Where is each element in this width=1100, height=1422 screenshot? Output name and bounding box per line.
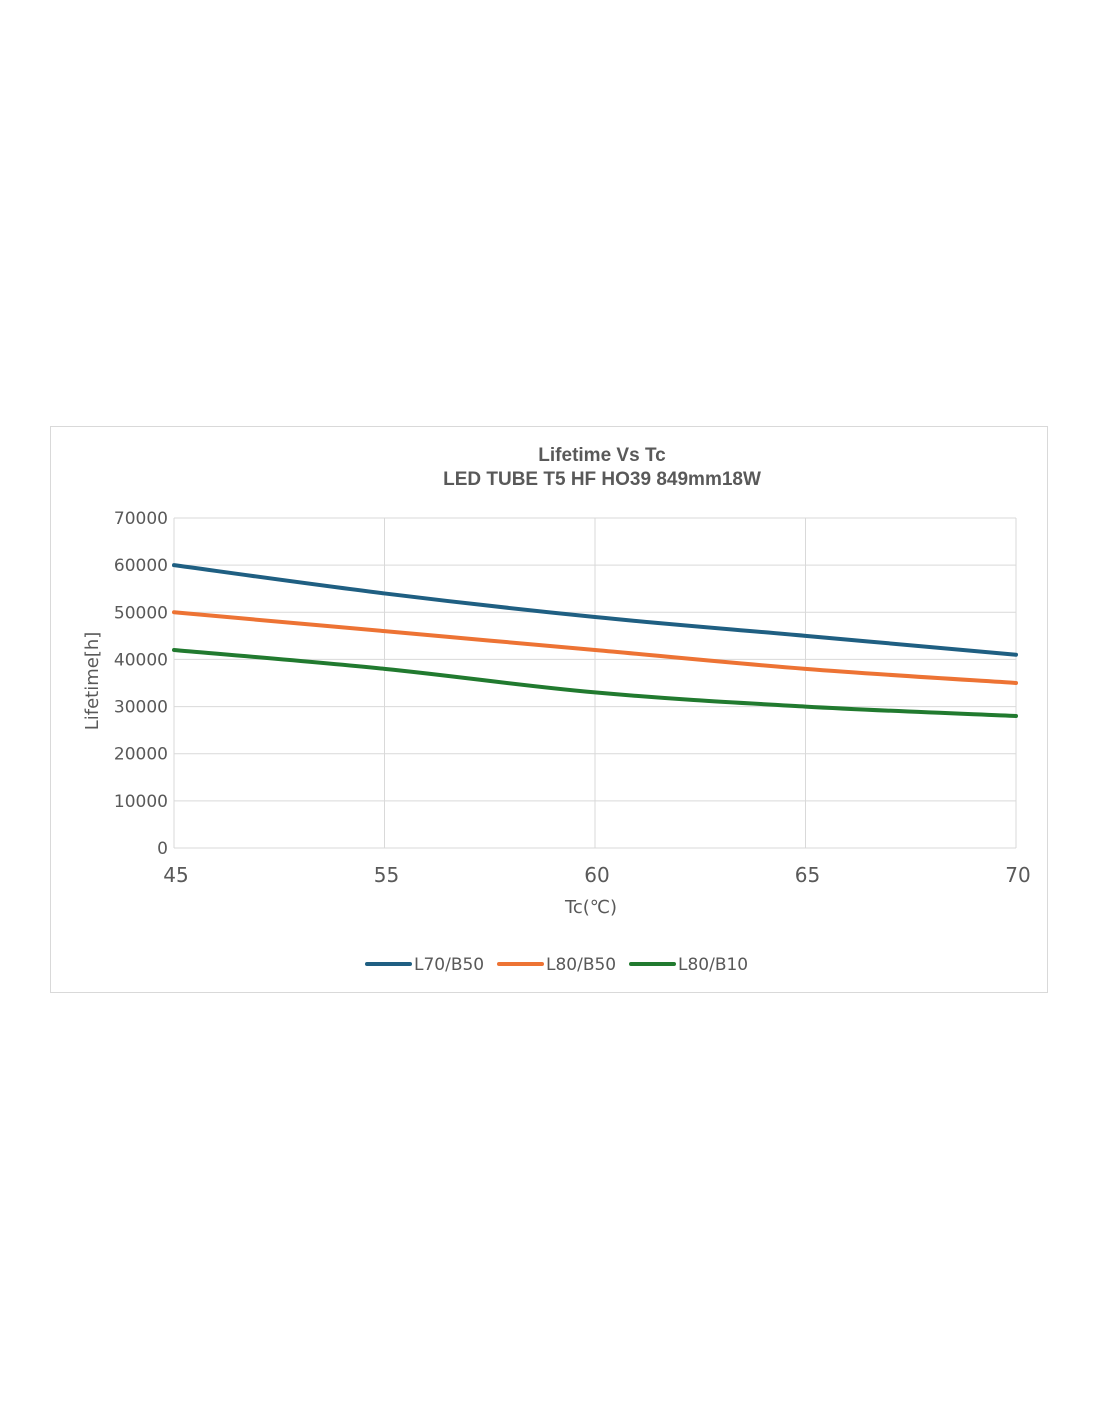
- data-point: [1016, 683, 1017, 684]
- y-axis-title: Lifetime[h]: [82, 632, 103, 731]
- series: [172, 563, 1018, 718]
- data-point: [595, 617, 596, 618]
- data-point: [805, 706, 806, 707]
- chart-subtitle: LED TUBE T5 HF HO39 849mm18W: [443, 469, 761, 490]
- series-line-l80-b10: [172, 648, 1018, 718]
- legend-label: L70/B50: [414, 955, 484, 975]
- y-tick-label: 10000: [114, 792, 168, 812]
- line-chart: Lifetime Vs Tc LED TUBE T5 HF HO39 849mm…: [82, 445, 1031, 975]
- y-tick-label: 60000: [114, 556, 168, 576]
- data-point: [805, 668, 806, 669]
- data-point: [384, 668, 385, 669]
- x-tick-label: 55: [374, 863, 399, 887]
- legend: L70/B50 L80/B50 L80/B10: [365, 955, 748, 975]
- data-point: [174, 565, 175, 566]
- x-tick-label: 60: [584, 863, 609, 887]
- data-point: [174, 650, 175, 651]
- y-tick-label: 40000: [114, 650, 168, 670]
- data-point: [1016, 654, 1017, 655]
- series-line-l80-b50: [172, 610, 1018, 685]
- legend-label: L80/B10: [678, 955, 748, 975]
- x-axis-ticks: 45 55 60 65 70: [163, 863, 1030, 887]
- y-tick-label: 50000: [114, 603, 168, 623]
- data-point: [805, 635, 806, 636]
- data-point: [595, 692, 596, 693]
- x-axis-title: Tc(℃): [564, 897, 617, 918]
- x-tick-label: 65: [795, 863, 820, 887]
- series-line-l70-b50: [172, 563, 1018, 657]
- x-tick-label: 70: [1005, 863, 1030, 887]
- grid: [173, 517, 1017, 849]
- data-point: [384, 631, 385, 632]
- y-tick-label: 70000: [114, 509, 168, 529]
- legend-label: L80/B50: [546, 955, 616, 975]
- y-tick-label: 20000: [114, 745, 168, 765]
- data-point: [595, 650, 596, 651]
- y-tick-label: 30000: [114, 698, 168, 718]
- y-axis-ticks: 70000 60000 50000 40000 30000 20000 10000 0: [114, 509, 168, 859]
- y-tick-label: 0: [157, 839, 168, 859]
- chart-container: Lifetime Vs Tc LED TUBE T5 HF HO39 849mm…: [50, 426, 1048, 993]
- data-point: [174, 612, 175, 613]
- x-tick-label: 45: [163, 863, 188, 887]
- chart-title: Lifetime Vs Tc: [538, 445, 666, 466]
- data-point: [1016, 716, 1017, 717]
- data-point: [384, 593, 385, 594]
